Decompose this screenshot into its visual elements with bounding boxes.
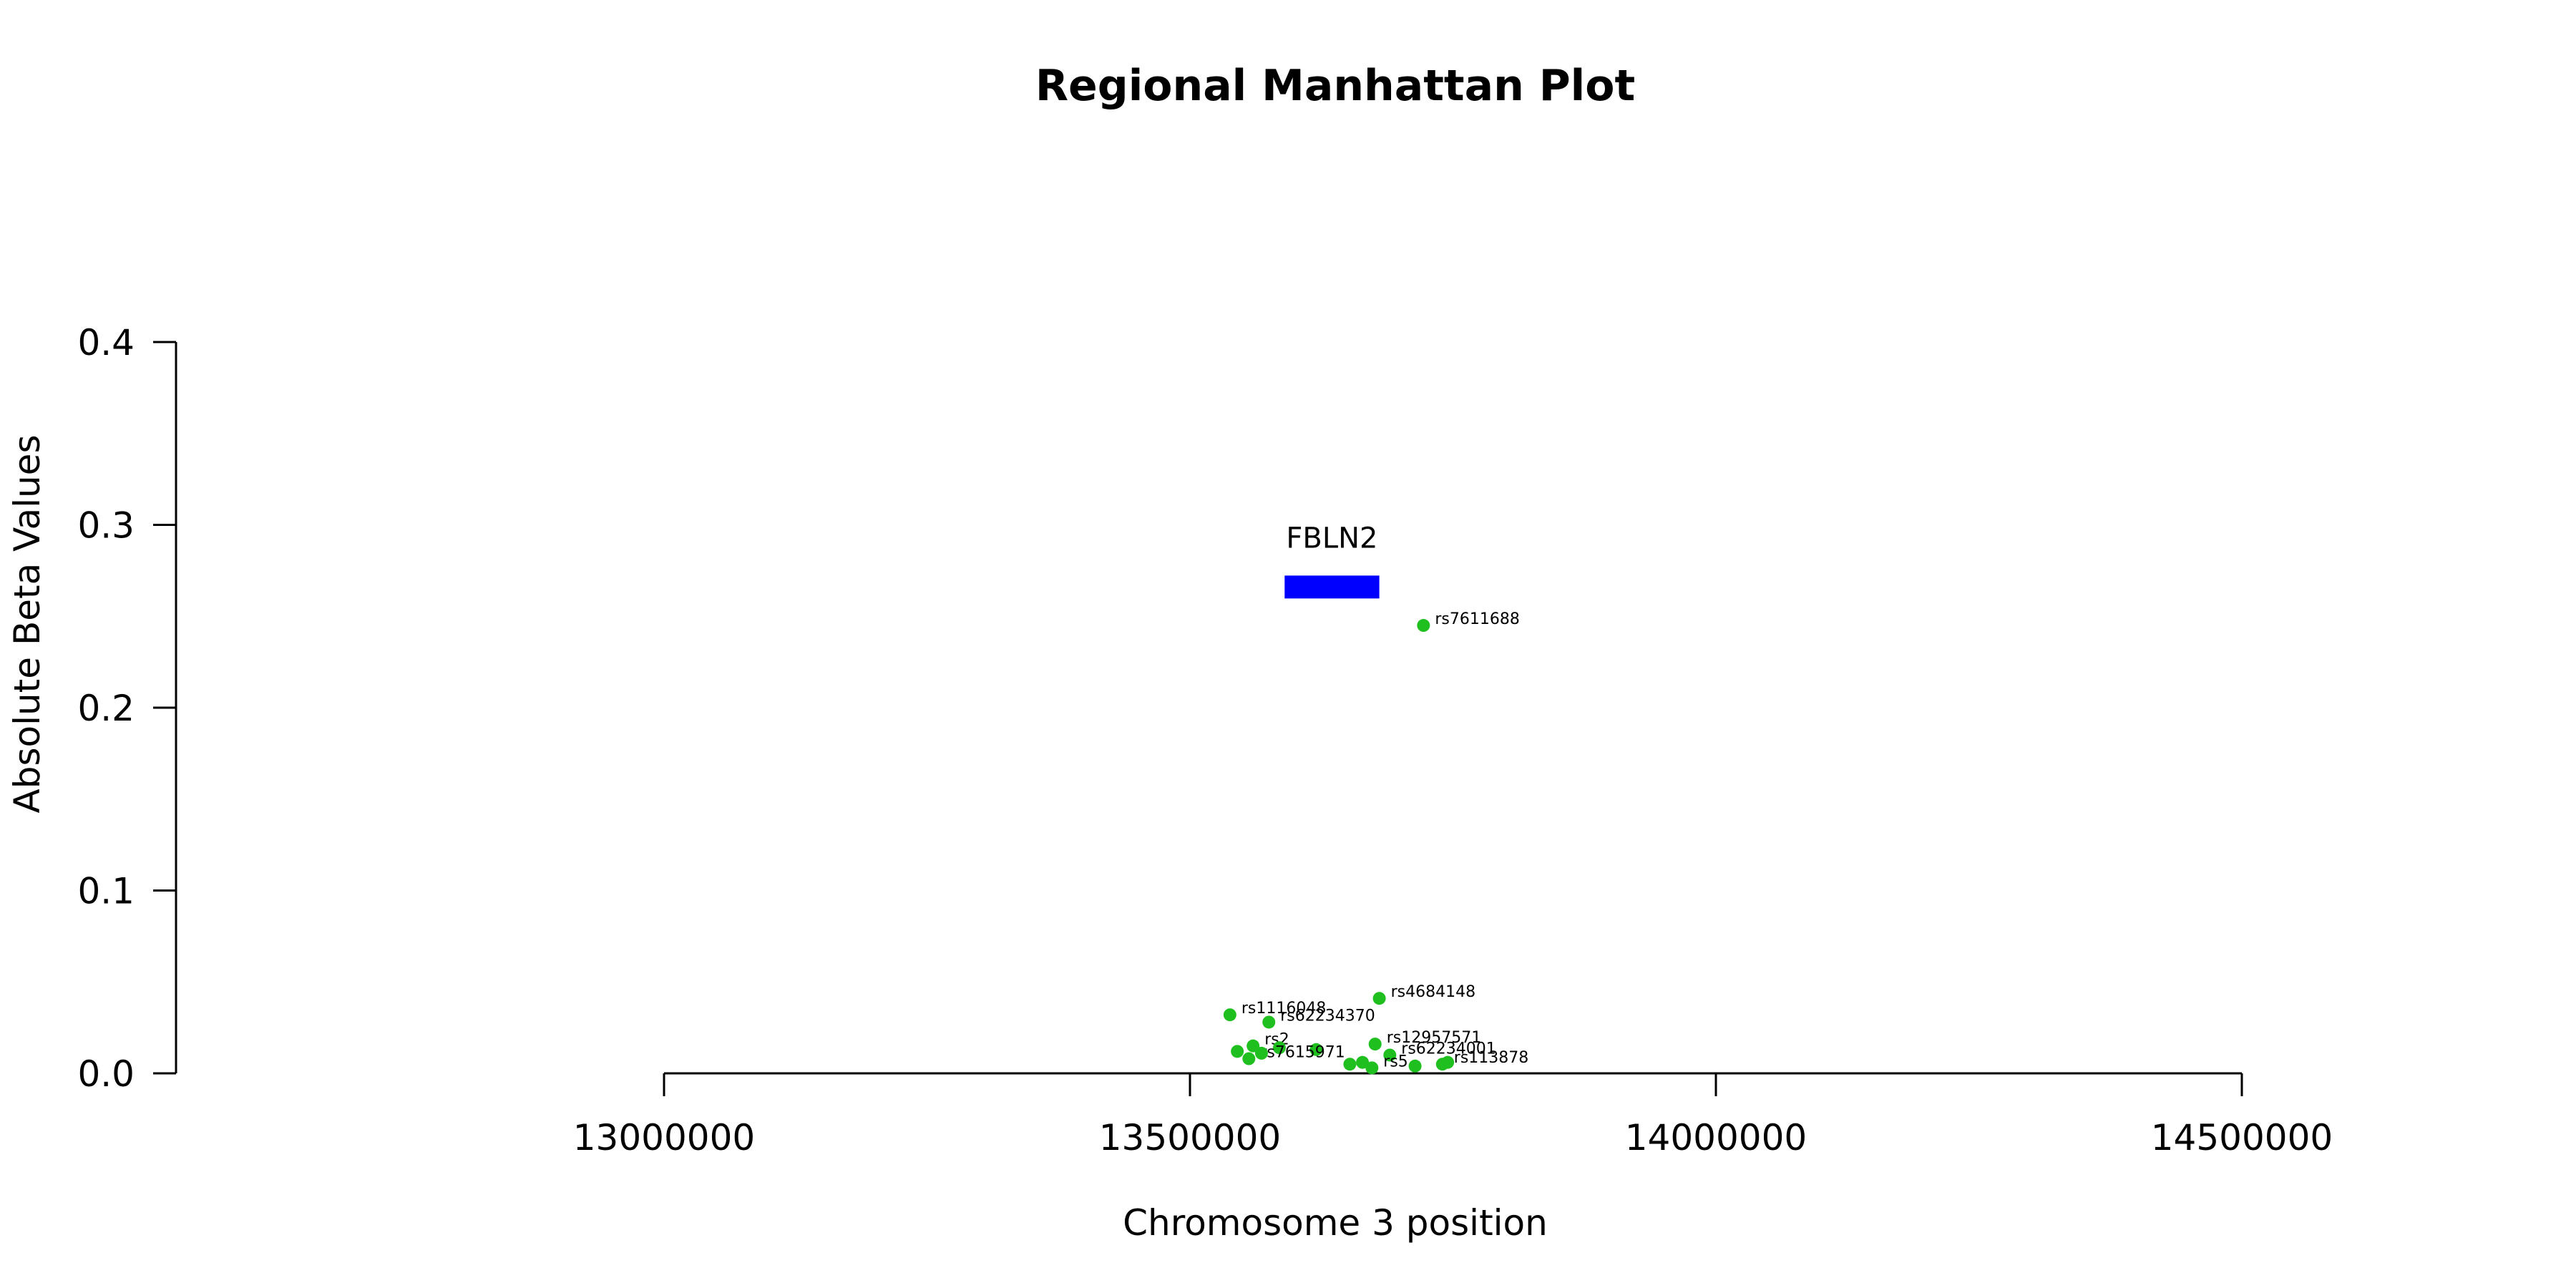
snp-point-13 <box>1356 1055 1370 1069</box>
snp-label-14: rs5 <box>1383 1053 1408 1070</box>
snp-point-14 <box>1365 1061 1379 1075</box>
snp-label-7: rs12957571 <box>1387 1029 1481 1047</box>
snp-point-11 <box>1254 1046 1268 1060</box>
snp-point-0 <box>1417 619 1430 633</box>
snp-label-1: rs4684148 <box>1391 983 1476 1001</box>
snp-label-2: rs1116048 <box>1241 1000 1327 1018</box>
y-tick-label-1: 0.1 <box>77 871 135 912</box>
snp-label-8: rs62234001 <box>1401 1040 1496 1058</box>
snp-point-2 <box>1223 1008 1236 1022</box>
snp-point-9 <box>1231 1045 1244 1058</box>
y-tick-label-0: 0.0 <box>77 1053 135 1095</box>
snp-point-7 <box>1368 1038 1382 1051</box>
snp-label-0: rs7611688 <box>1435 610 1519 628</box>
y-axis-ticks: 0.0 0.1 0.2 0.3 0.4 <box>77 322 176 1095</box>
snp-point-10 <box>1242 1052 1256 1065</box>
snp-point-5 <box>1272 1041 1286 1055</box>
x-tick-label-1: 13500000 <box>1099 1117 1282 1158</box>
y-tick-label-4: 0.4 <box>77 322 135 364</box>
snp-label-10: rs7615971 <box>1260 1044 1345 1062</box>
gene-track: FBLN2 <box>1284 522 1380 599</box>
snp-point-17 <box>1441 1055 1455 1069</box>
y-tick-label-3: 0.3 <box>77 505 135 547</box>
y-axis-title: Absolute Beta Values <box>6 435 48 814</box>
x-axis-ticks: 13000000 13500000 14000000 14500000 <box>573 1073 2333 1158</box>
x-axis-title: Chromosome 3 position <box>1123 1202 1548 1244</box>
snp-point-12 <box>1343 1058 1357 1071</box>
gene-label-0: FBLN2 <box>1286 522 1377 555</box>
snp-point-4 <box>1246 1039 1260 1053</box>
gene-bar-0 <box>1284 575 1380 599</box>
snp-points: rs7611688rs4684148rs1116048rs62234370rs2… <box>1223 610 1529 1075</box>
x-tick-label-2: 14000000 <box>1625 1117 1807 1158</box>
snp-label-16: rs113878 <box>1454 1049 1529 1067</box>
chart-title: Regional Manhattan Plot <box>1035 61 1635 111</box>
snp-point-8 <box>1383 1048 1397 1062</box>
x-tick-label-0: 13000000 <box>573 1117 756 1158</box>
snp-point-15 <box>1408 1059 1422 1073</box>
snp-point-1 <box>1372 992 1386 1005</box>
snp-point-6 <box>1309 1043 1323 1056</box>
snp-label-3: rs62234370 <box>1280 1007 1375 1025</box>
snp-point-3 <box>1262 1015 1276 1029</box>
y-tick-label-2: 0.2 <box>77 688 135 729</box>
x-tick-label-3: 14500000 <box>2151 1117 2333 1158</box>
